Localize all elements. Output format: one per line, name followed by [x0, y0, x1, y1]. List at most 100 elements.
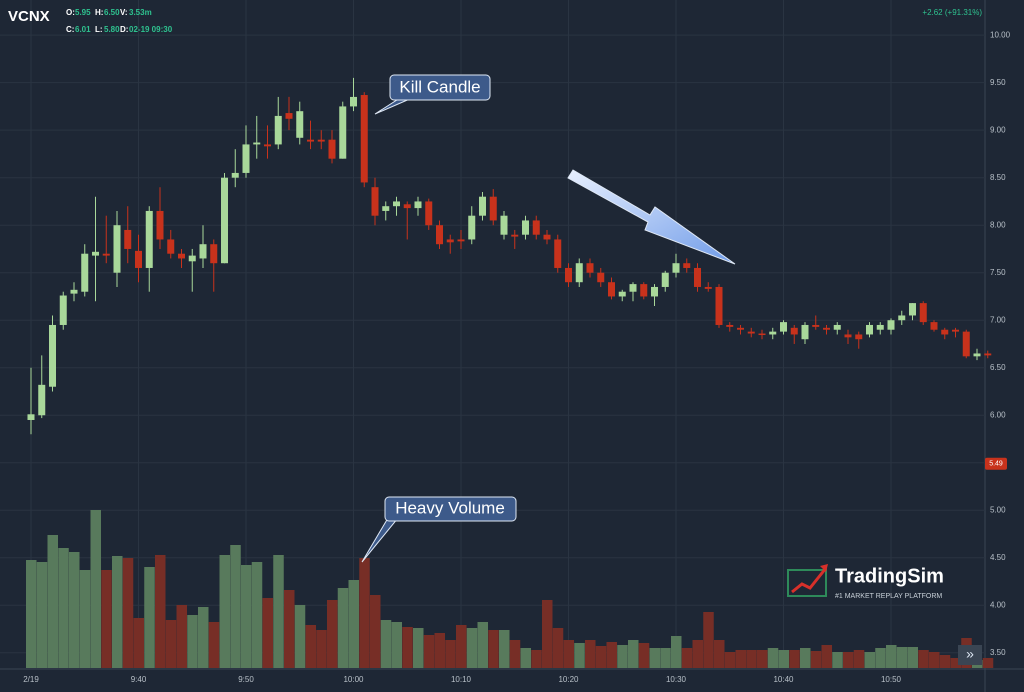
candle-body [672, 263, 680, 273]
candle-body [597, 272, 605, 283]
candle-body [457, 239, 465, 242]
candle-body [489, 196, 497, 221]
y-tick-label: 10.00 [990, 30, 1011, 39]
candle-body [350, 96, 357, 107]
volume-bar [79, 570, 91, 668]
candle-body [618, 291, 626, 297]
candle-body [113, 225, 121, 273]
annotation: Heavy Volume [395, 498, 505, 517]
candle-body [726, 324, 734, 327]
candle-body [941, 329, 949, 335]
candle-body [575, 263, 583, 283]
candle-body [543, 234, 551, 240]
volume-bar [929, 652, 940, 668]
candle-body [919, 303, 927, 323]
candle-body [608, 282, 615, 297]
candle-body [629, 284, 637, 292]
candle-body [124, 229, 132, 249]
volume-bar [767, 648, 779, 668]
y-tick-label: 5.00 [990, 505, 1006, 514]
volume-bar [241, 565, 252, 668]
volume-bar [284, 590, 295, 668]
scroll-button[interactable] [958, 645, 982, 665]
volume-bar [198, 607, 209, 668]
volume-bar [950, 658, 961, 668]
candle-body [962, 331, 970, 357]
candle-body [436, 225, 443, 245]
logo-name: TradingSim [835, 565, 944, 587]
volume-bar [778, 650, 789, 668]
x-tick-label: 9:50 [238, 675, 254, 684]
candle-body [758, 333, 766, 336]
candle-body [586, 263, 594, 273]
candle-body [640, 284, 648, 297]
field-label: V: [120, 8, 128, 17]
candle-body [49, 324, 56, 387]
candle-body [694, 267, 701, 287]
y-tick-label: 9.00 [990, 125, 1006, 134]
volume-bar [563, 640, 574, 668]
field-value: 6.50 [104, 8, 120, 17]
volume-bar [595, 646, 607, 668]
volume-bar [896, 647, 908, 668]
candle-body [554, 239, 562, 268]
volume-bar [337, 588, 349, 668]
volume-bar [821, 645, 832, 668]
candle-body [59, 295, 67, 325]
y-tick-label: 6.00 [990, 410, 1006, 419]
volume-bar [165, 620, 177, 668]
candle-body [973, 353, 981, 357]
volume-bar [36, 562, 48, 668]
candle-body [833, 324, 841, 330]
x-tick-label: 2/19 [23, 675, 39, 684]
x-tick-label: 10:50 [881, 675, 902, 684]
candle-body [511, 234, 519, 237]
volume-bar [187, 615, 198, 668]
y-tick-label: 4.50 [990, 553, 1006, 562]
candle-body [339, 106, 347, 159]
x-tick-label: 10:30 [666, 675, 687, 684]
candle-body [952, 329, 959, 332]
y-tick-label: 8.50 [990, 173, 1006, 182]
candle-body [102, 253, 110, 256]
candle-body [221, 177, 228, 264]
scroll-icon[interactable]: » [966, 646, 974, 662]
volume-bar [746, 650, 757, 668]
volume-bar [58, 548, 69, 668]
candle-body [285, 113, 293, 119]
candle-body [414, 201, 422, 209]
volume-bar [359, 558, 370, 668]
volume-bar [391, 622, 402, 668]
candle-body [296, 111, 304, 138]
volume-bar [445, 640, 456, 668]
y-tick-label: 7.00 [990, 315, 1006, 324]
x-tick-label: 10:40 [773, 675, 794, 684]
volume-bar [574, 643, 585, 668]
candle-body [468, 215, 476, 240]
volume-bar [638, 643, 650, 668]
candle-body [532, 220, 540, 235]
volume-bar [101, 570, 112, 668]
volume-bar [660, 648, 671, 668]
candle-body [747, 331, 755, 334]
annotation: Kill Candle [399, 77, 480, 96]
volume-bar [176, 605, 187, 668]
callout-box [384, 496, 517, 522]
candle-body [790, 327, 798, 335]
field-value: 3.53m [129, 8, 152, 17]
last-price-label: 5.49 [989, 461, 1003, 468]
volume-bar [273, 555, 284, 668]
volume-bar [499, 630, 510, 668]
candle-body [887, 320, 895, 330]
candle-body [855, 334, 863, 340]
field-label: C: [66, 25, 74, 34]
field-label: D: [120, 25, 128, 34]
candle-body [565, 267, 572, 283]
logo-tagline: #1 MARKET REPLAY PLATFORM [835, 593, 942, 600]
x-tick-label: 10:20 [558, 675, 579, 684]
volume-bar [832, 652, 843, 668]
volume-bar [531, 650, 542, 668]
candle-body [167, 239, 175, 254]
trend-arrow [567, 169, 736, 265]
